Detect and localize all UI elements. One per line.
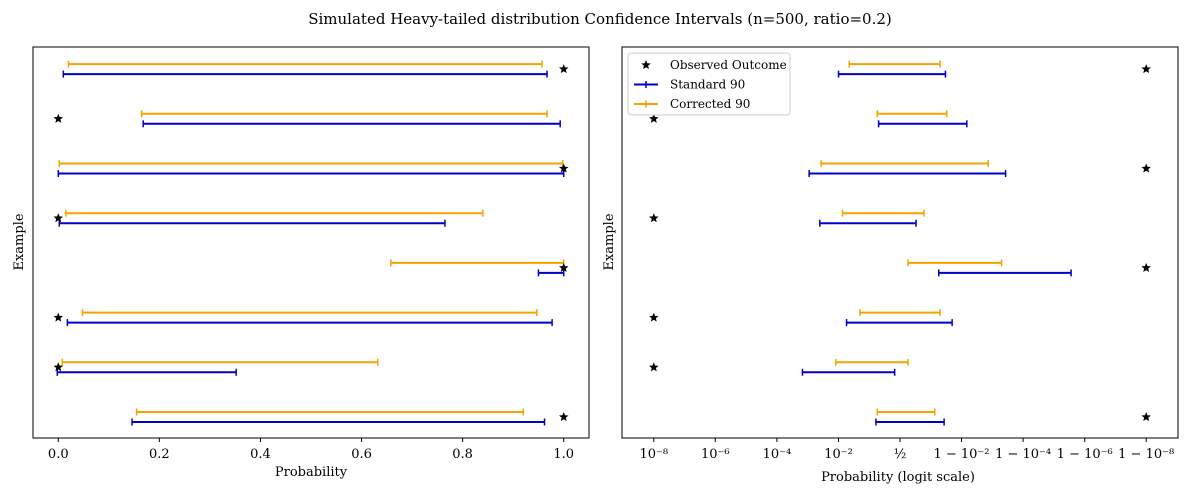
standard-interval-3 bbox=[845, 319, 953, 327]
standard-interval-4 bbox=[537, 269, 565, 277]
left-x-axis-label: Probability bbox=[275, 465, 348, 480]
x-tick-label: 0.2 bbox=[149, 447, 170, 462]
corrected-interval-4 bbox=[907, 259, 1003, 267]
standard-interval-6 bbox=[808, 170, 1007, 177]
corrected-interval-1 bbox=[876, 408, 936, 416]
corrected-interval-2 bbox=[835, 358, 909, 366]
observed-outcome-1 bbox=[558, 412, 569, 422]
standard-interval-6 bbox=[57, 170, 565, 177]
standard-interval-2 bbox=[801, 368, 896, 376]
legend-star-marker bbox=[641, 60, 651, 70]
standard-interval-8 bbox=[62, 70, 548, 78]
standard-interval-2 bbox=[56, 368, 237, 376]
corrected-interval-8 bbox=[848, 60, 941, 68]
left-panel-probability: 0.0 0.2 0.4 0.6 0.8 1.0 Probability Example bbox=[12, 46, 590, 480]
observed-outcome-2 bbox=[53, 362, 64, 372]
observed-outcome-7 bbox=[649, 113, 659, 123]
legend: Observed Outcome Standard 90 Corrected 90 bbox=[627, 52, 791, 116]
standard-interval-1 bbox=[875, 418, 945, 426]
corrected-interval-7 bbox=[140, 110, 548, 118]
observed-outcome-6 bbox=[558, 163, 569, 173]
x-tick-label: 0.0 bbox=[48, 447, 69, 462]
x-tick-label: 1 − 10⁻⁴ bbox=[995, 447, 1051, 462]
corrected-interval-8 bbox=[67, 60, 543, 68]
corrected-interval-5 bbox=[841, 209, 925, 217]
observed-outcome-4 bbox=[1141, 262, 1151, 272]
x-tick-label: 10⁻² bbox=[824, 447, 853, 462]
corrected-interval-3 bbox=[81, 309, 538, 317]
x-tick-label: 0.4 bbox=[250, 447, 271, 462]
legend-label: Standard 90 bbox=[670, 78, 745, 92]
observed-outcome-8 bbox=[1141, 64, 1151, 74]
standard-interval-3 bbox=[66, 319, 553, 327]
right-panel-logit: 10⁻⁸ 10⁻⁶ 10⁻⁴ 10⁻² ½ 1 − 10⁻² 1 − 10⁻⁴ 1 − 10⁻… bbox=[602, 46, 1179, 485]
standard-interval-7 bbox=[142, 120, 561, 128]
corrected-interval-3 bbox=[859, 309, 941, 317]
standard-interval-1 bbox=[131, 418, 546, 426]
legend-entry-corrected: Corrected 90 bbox=[634, 97, 750, 111]
figure-title: Simulated Heavy-tailed distribution Conf… bbox=[308, 10, 892, 28]
observed-outcome-5 bbox=[53, 213, 64, 223]
legend-label: Corrected 90 bbox=[670, 97, 750, 111]
corrected-interval-4 bbox=[390, 259, 565, 267]
x-tick-label: 1 − 10⁻² bbox=[933, 447, 989, 462]
right-y-axis-label: Example bbox=[602, 213, 617, 270]
x-tick-label: 0.6 bbox=[351, 447, 372, 462]
x-tick-label: ½ bbox=[894, 447, 907, 462]
observed-outcome-5 bbox=[649, 213, 659, 223]
corrected-interval-6 bbox=[820, 160, 989, 167]
corrected-interval-5 bbox=[65, 209, 484, 217]
x-tick-label: 10⁻⁶ bbox=[701, 447, 730, 462]
observed-outcome-4 bbox=[558, 262, 569, 272]
corrected-interval-1 bbox=[135, 408, 525, 416]
x-tick-label: 10⁻⁴ bbox=[763, 447, 792, 462]
observed-outcome-3 bbox=[53, 312, 64, 322]
x-tick-label: 0.8 bbox=[452, 447, 473, 462]
standard-interval-7 bbox=[877, 120, 968, 128]
corrected-interval-7 bbox=[876, 110, 948, 118]
left-plot-area bbox=[32, 46, 590, 439]
x-tick-label: 1 − 10⁻⁸ bbox=[1118, 447, 1174, 462]
standard-interval-5 bbox=[58, 219, 446, 227]
standard-interval-5 bbox=[819, 219, 917, 227]
legend-entry-standard: Standard 90 bbox=[634, 78, 745, 92]
observed-outcome-1 bbox=[1141, 412, 1151, 422]
right-x-axis-label: Probability (logit scale) bbox=[821, 470, 975, 485]
x-tick-label: 1 − 10⁻⁶ bbox=[1057, 447, 1113, 462]
observed-outcome-3 bbox=[649, 312, 659, 322]
corrected-interval-6 bbox=[58, 160, 564, 167]
observed-outcome-2 bbox=[649, 362, 659, 372]
observed-outcome-7 bbox=[53, 113, 64, 123]
x-tick-label: 1.0 bbox=[553, 447, 574, 462]
left-y-axis-label: Example bbox=[12, 213, 27, 270]
observed-outcome-8 bbox=[558, 64, 569, 74]
standard-interval-8 bbox=[837, 70, 947, 78]
legend-box bbox=[627, 52, 791, 116]
standard-interval-4 bbox=[938, 269, 1072, 277]
corrected-interval-2 bbox=[61, 358, 379, 366]
x-tick-label: 10⁻⁸ bbox=[639, 447, 668, 462]
legend-label: Observed Outcome bbox=[670, 58, 787, 72]
legend-entry-observed: Observed Outcome bbox=[641, 58, 787, 72]
observed-outcome-6 bbox=[1141, 163, 1151, 173]
